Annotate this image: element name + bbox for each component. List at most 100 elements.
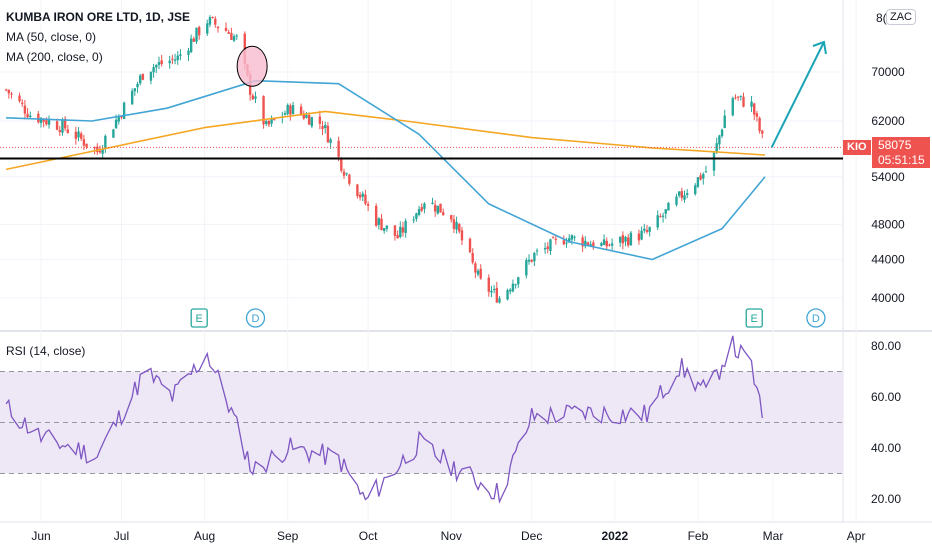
earnings-event: E (190, 308, 208, 328)
candle (10, 91, 13, 99)
candle-body (273, 119, 276, 121)
candle (600, 241, 603, 247)
candle-body (120, 116, 123, 118)
candle (471, 248, 474, 265)
candle-body (696, 177, 700, 187)
candle (326, 122, 330, 143)
candle-body (720, 129, 724, 137)
candle (420, 203, 423, 213)
candle-body (487, 277, 490, 292)
candle (377, 217, 381, 230)
candle-body (4, 89, 8, 91)
event-label: D (252, 313, 260, 325)
candle-body (589, 244, 592, 247)
candle (321, 120, 324, 136)
candle-body (66, 129, 70, 133)
candle (736, 96, 740, 102)
candle (74, 126, 78, 145)
candle (230, 27, 233, 41)
candle-body (643, 228, 646, 231)
price-tick-label: 70000 (871, 65, 905, 79)
candle (96, 143, 99, 155)
candle (133, 88, 137, 96)
candle-body (206, 23, 209, 34)
candle-body (412, 219, 415, 221)
bar-countdown: 05:51:15 (878, 153, 925, 167)
candle (755, 110, 759, 122)
candle-body (704, 171, 708, 173)
candle-body (337, 140, 340, 157)
candle-body (55, 121, 59, 130)
candle-body (377, 218, 381, 225)
ma200-legend[interactable]: MA (200, close, 0) (6, 50, 103, 64)
candle-body (23, 105, 27, 114)
candle (742, 92, 745, 108)
candle (21, 99, 24, 107)
candle (450, 214, 453, 223)
candle-body (345, 173, 348, 175)
candle-body (393, 225, 397, 236)
candle-body (152, 67, 155, 73)
candle-body (401, 227, 405, 233)
candle (262, 95, 265, 129)
candle (610, 238, 614, 251)
candle-body (302, 113, 305, 119)
candle-body (584, 240, 587, 247)
rsi-legend[interactable]: RSI (14, close) (6, 344, 86, 358)
candle (699, 172, 702, 181)
candle (80, 131, 83, 141)
candle (720, 128, 724, 139)
candle-body (755, 113, 759, 117)
candle (329, 137, 332, 149)
candle (527, 254, 531, 265)
candle (694, 183, 697, 196)
candle (509, 288, 512, 295)
candle (361, 191, 364, 202)
candle-body (621, 235, 625, 244)
candle (640, 226, 643, 241)
candle (439, 203, 442, 213)
candle (761, 129, 764, 139)
candle (286, 103, 289, 116)
candle-body (329, 139, 332, 143)
candle (605, 237, 608, 251)
candle (254, 91, 257, 104)
currency-badge[interactable]: ZAC (886, 9, 916, 25)
time-tick-label: Apr (847, 529, 866, 543)
rsi-tick-label: 40.00 (871, 441, 901, 455)
candle (551, 235, 555, 239)
candle (18, 92, 21, 103)
candle (704, 165, 708, 173)
candle (734, 94, 737, 100)
candle-body (82, 139, 86, 146)
symbol-tag: KIO (843, 140, 871, 155)
candle-body (549, 239, 552, 252)
candle-body (734, 97, 737, 99)
candle-body (262, 96, 265, 125)
time-tick-label: Oct (359, 529, 378, 543)
time-tick-label: 2022 (601, 529, 628, 543)
candle-body (750, 101, 753, 107)
time-tick-label: Jul (114, 529, 129, 543)
candle-body (527, 259, 531, 262)
candle-body (270, 118, 273, 124)
candle (546, 242, 549, 254)
candle-body (715, 143, 718, 152)
candle-body (492, 289, 496, 291)
candle-body (517, 277, 520, 285)
candle-body (608, 244, 611, 246)
candle (155, 64, 158, 73)
candle-body (114, 119, 118, 129)
candle (702, 172, 705, 185)
candle (358, 192, 362, 201)
ma50-legend[interactable]: MA (50, close, 0) (6, 30, 97, 44)
candle-body (136, 83, 139, 88)
candle-body (648, 227, 651, 232)
candle (492, 284, 496, 294)
candle (433, 200, 437, 217)
candle-body (10, 93, 13, 95)
candle-body (535, 250, 539, 252)
candle (602, 234, 606, 246)
candle-body (80, 133, 83, 139)
